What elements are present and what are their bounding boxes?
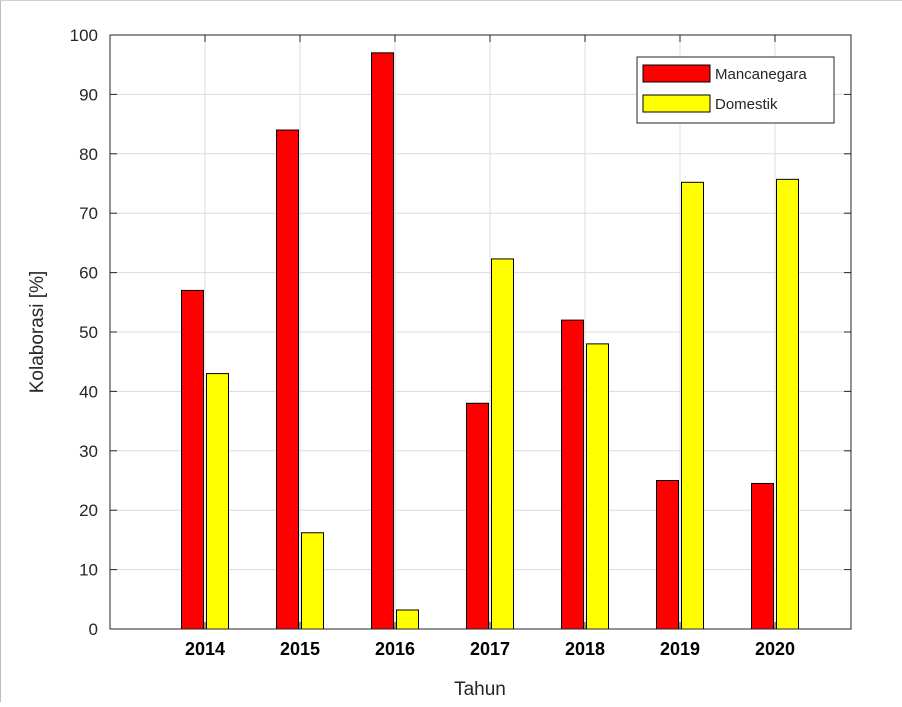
y-tick-label: 0 — [89, 620, 98, 639]
frame-border-left — [0, 0, 1, 702]
bar-domestik-2019 — [681, 181, 704, 630]
legend: Mancanegara Domestik — [636, 56, 835, 124]
bar-domestik-2015 — [301, 532, 324, 630]
plot-border — [109, 34, 852, 630]
legend-swatch-mancanegara — [642, 64, 711, 83]
y-tick-label: 40 — [79, 382, 98, 401]
bar-mancanegara-2020 — [751, 482, 774, 630]
y-tick-label: 90 — [79, 85, 98, 104]
y-tick-label: 10 — [79, 561, 98, 580]
bar-mancanegara-2017 — [466, 402, 489, 630]
bar-domestik-2018 — [586, 343, 609, 630]
x-tick-label: 2014 — [185, 639, 225, 659]
bar-mancanegara-2018 — [561, 319, 584, 630]
bar-mancanegara-2014 — [181, 289, 204, 630]
x-tick-label: 2017 — [470, 639, 510, 659]
y-tick-label: 20 — [79, 501, 98, 520]
y-tick-label: 70 — [79, 204, 98, 223]
y-tick-label: 30 — [79, 442, 98, 461]
x-axis-ticks: 2014 2015 2016 2017 2018 2019 2020 — [185, 35, 795, 659]
bar-mancanegara-2019 — [656, 480, 679, 630]
bar-domestik-2020 — [776, 178, 799, 630]
frame-border-top — [0, 0, 902, 1]
legend-swatch-domestik — [642, 94, 711, 113]
legend-label-mancanegara: Mancanegara — [715, 66, 807, 83]
bar-domestik-2017 — [491, 258, 514, 630]
bar-domestik-2016 — [396, 609, 419, 630]
x-tick-label: 2019 — [660, 639, 700, 659]
x-tick-label: 2020 — [755, 639, 795, 659]
y-tick-label: 80 — [79, 145, 98, 164]
bar-mancanegara-2016 — [371, 52, 394, 630]
x-tick-label: 2016 — [375, 639, 415, 659]
bar-domestik-2014 — [206, 373, 229, 630]
y-tick-label: 50 — [79, 323, 98, 342]
y-tick-label: 100 — [70, 26, 98, 45]
x-tick-label: 2018 — [565, 639, 605, 659]
y-tick-label: 60 — [79, 264, 98, 283]
y-axis-label: Kolaborasi [%] — [27, 271, 48, 394]
x-tick-label: 2015 — [280, 639, 320, 659]
legend-label-domestik: Domestik — [715, 96, 778, 113]
bars — [181, 52, 799, 630]
bar-mancanegara-2015 — [276, 129, 299, 630]
x-axis-label: Tahun — [454, 679, 506, 700]
